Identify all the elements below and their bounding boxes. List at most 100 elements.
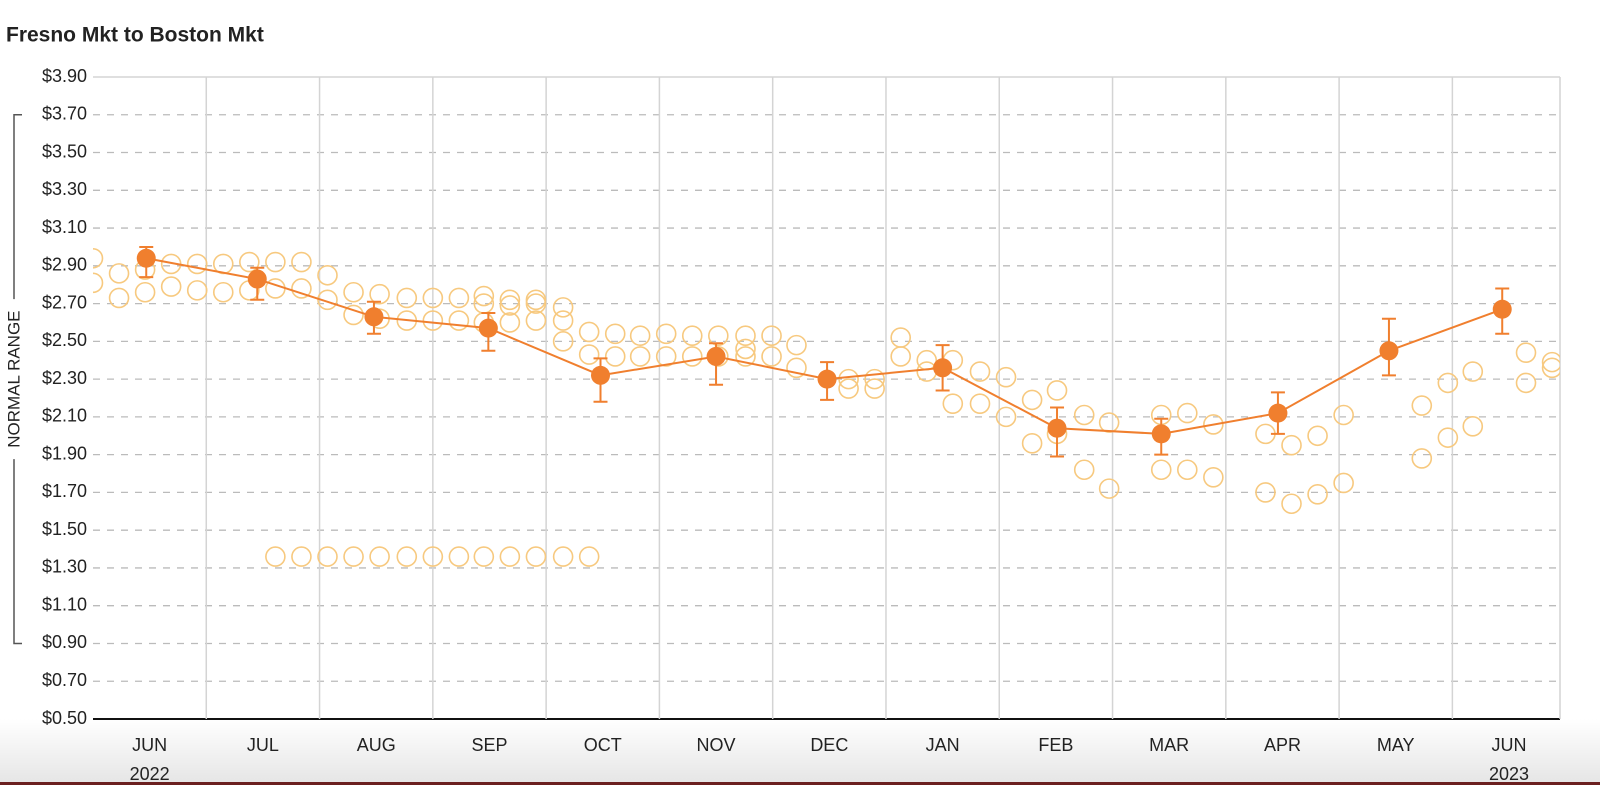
axis-band (0, 719, 1600, 782)
price-point (1098, 478, 1120, 499)
price-point (422, 287, 444, 309)
price-point (265, 546, 286, 567)
price-point (786, 357, 807, 379)
y-tick-label: $3.90 (42, 66, 87, 86)
price-point (422, 310, 444, 331)
y-tick-label: $3.70 (42, 104, 87, 124)
y-tick-label: $2.10 (42, 406, 87, 426)
price-point (1021, 433, 1043, 454)
price-point (499, 312, 521, 333)
price-point (629, 325, 651, 346)
price-point (1073, 404, 1095, 426)
chart-title: Fresno Mkt to Boston Mkt (6, 24, 264, 47)
price-point (552, 310, 574, 331)
average-point (1379, 341, 1399, 361)
price-point (448, 546, 470, 567)
x-tick-label: JUL (247, 735, 279, 755)
x-tick-label: AUG (357, 735, 396, 755)
price-point (343, 546, 364, 567)
price-point (629, 346, 651, 367)
y-tick-label: $2.30 (42, 368, 87, 388)
price-point (1177, 402, 1198, 424)
price-point (552, 297, 574, 318)
price-point (186, 280, 208, 301)
x-tick-label: DEC (810, 735, 848, 755)
price-point (1098, 412, 1120, 433)
average-point (1151, 424, 1171, 444)
price-point (655, 323, 677, 345)
y-tick-label: $2.70 (42, 292, 87, 312)
price-point (396, 546, 418, 567)
price-point (969, 393, 991, 414)
price-point (1203, 467, 1224, 488)
price-point (1437, 372, 1459, 394)
price-point (604, 323, 626, 345)
x-tick-label: SEP (471, 735, 507, 755)
average-point (247, 269, 267, 289)
price-point (1541, 357, 1560, 379)
normal-range-label-bg (6, 299, 24, 460)
price-point (1462, 361, 1484, 382)
y-tick-label: $1.90 (42, 443, 87, 463)
price-point (735, 346, 756, 367)
price-point (160, 276, 182, 297)
price-point (942, 393, 964, 414)
x-tick-label: NOV (697, 735, 736, 755)
y-tick-label: $3.30 (42, 179, 87, 199)
price-point (1177, 459, 1198, 481)
x-tick-label: JUN (1492, 735, 1527, 755)
price-point (1203, 414, 1224, 435)
price-point (369, 546, 390, 567)
average-point (1492, 299, 1512, 319)
price-point (265, 251, 286, 273)
y-tick-label: $0.90 (42, 632, 87, 652)
price-point (890, 327, 911, 348)
price-point (604, 346, 626, 367)
plot-area (93, 245, 1560, 567)
price-point (1515, 342, 1537, 363)
year-label: 2022 (130, 764, 170, 784)
price-point (578, 344, 600, 365)
average-point (478, 318, 498, 338)
y-tick-label: $1.70 (42, 481, 87, 501)
average-point (1268, 403, 1288, 423)
y-tick-label: $0.70 (42, 670, 87, 690)
price-point (108, 263, 130, 284)
price-point (1307, 425, 1328, 447)
y-tick-label: $2.90 (42, 255, 87, 275)
y-tick-label: $2.50 (42, 330, 87, 350)
price-point (838, 378, 859, 399)
price-point (186, 253, 208, 275)
price-point (212, 281, 234, 303)
normal-range-label: NORMAL RANGE (4, 310, 23, 447)
price-point (1462, 416, 1484, 437)
price-point (1307, 483, 1328, 505)
price-point (916, 361, 938, 382)
y-tick-label: $0.50 (42, 708, 87, 728)
price-point (578, 321, 600, 343)
average-point (706, 346, 726, 366)
price-point (317, 546, 338, 567)
price-point (291, 278, 312, 299)
price-point (317, 264, 338, 286)
price-point (864, 368, 885, 390)
price-point (969, 361, 991, 382)
price-point (422, 546, 444, 567)
price-point (1437, 427, 1459, 448)
price-point (1411, 395, 1433, 416)
price-point (655, 346, 677, 367)
price-point (108, 287, 130, 309)
price-point (761, 346, 782, 367)
price-point (499, 295, 521, 316)
y-tick-label: $1.10 (42, 594, 87, 614)
price-point (448, 287, 470, 309)
y-tick-label: $3.50 (42, 141, 87, 161)
price-point (1411, 448, 1433, 469)
price-point (552, 331, 574, 352)
price-point (291, 546, 312, 567)
year-label: 2023 (1489, 764, 1529, 784)
price-point (473, 546, 495, 567)
x-tick-label: MAR (1149, 735, 1189, 755)
average-point (136, 248, 156, 268)
